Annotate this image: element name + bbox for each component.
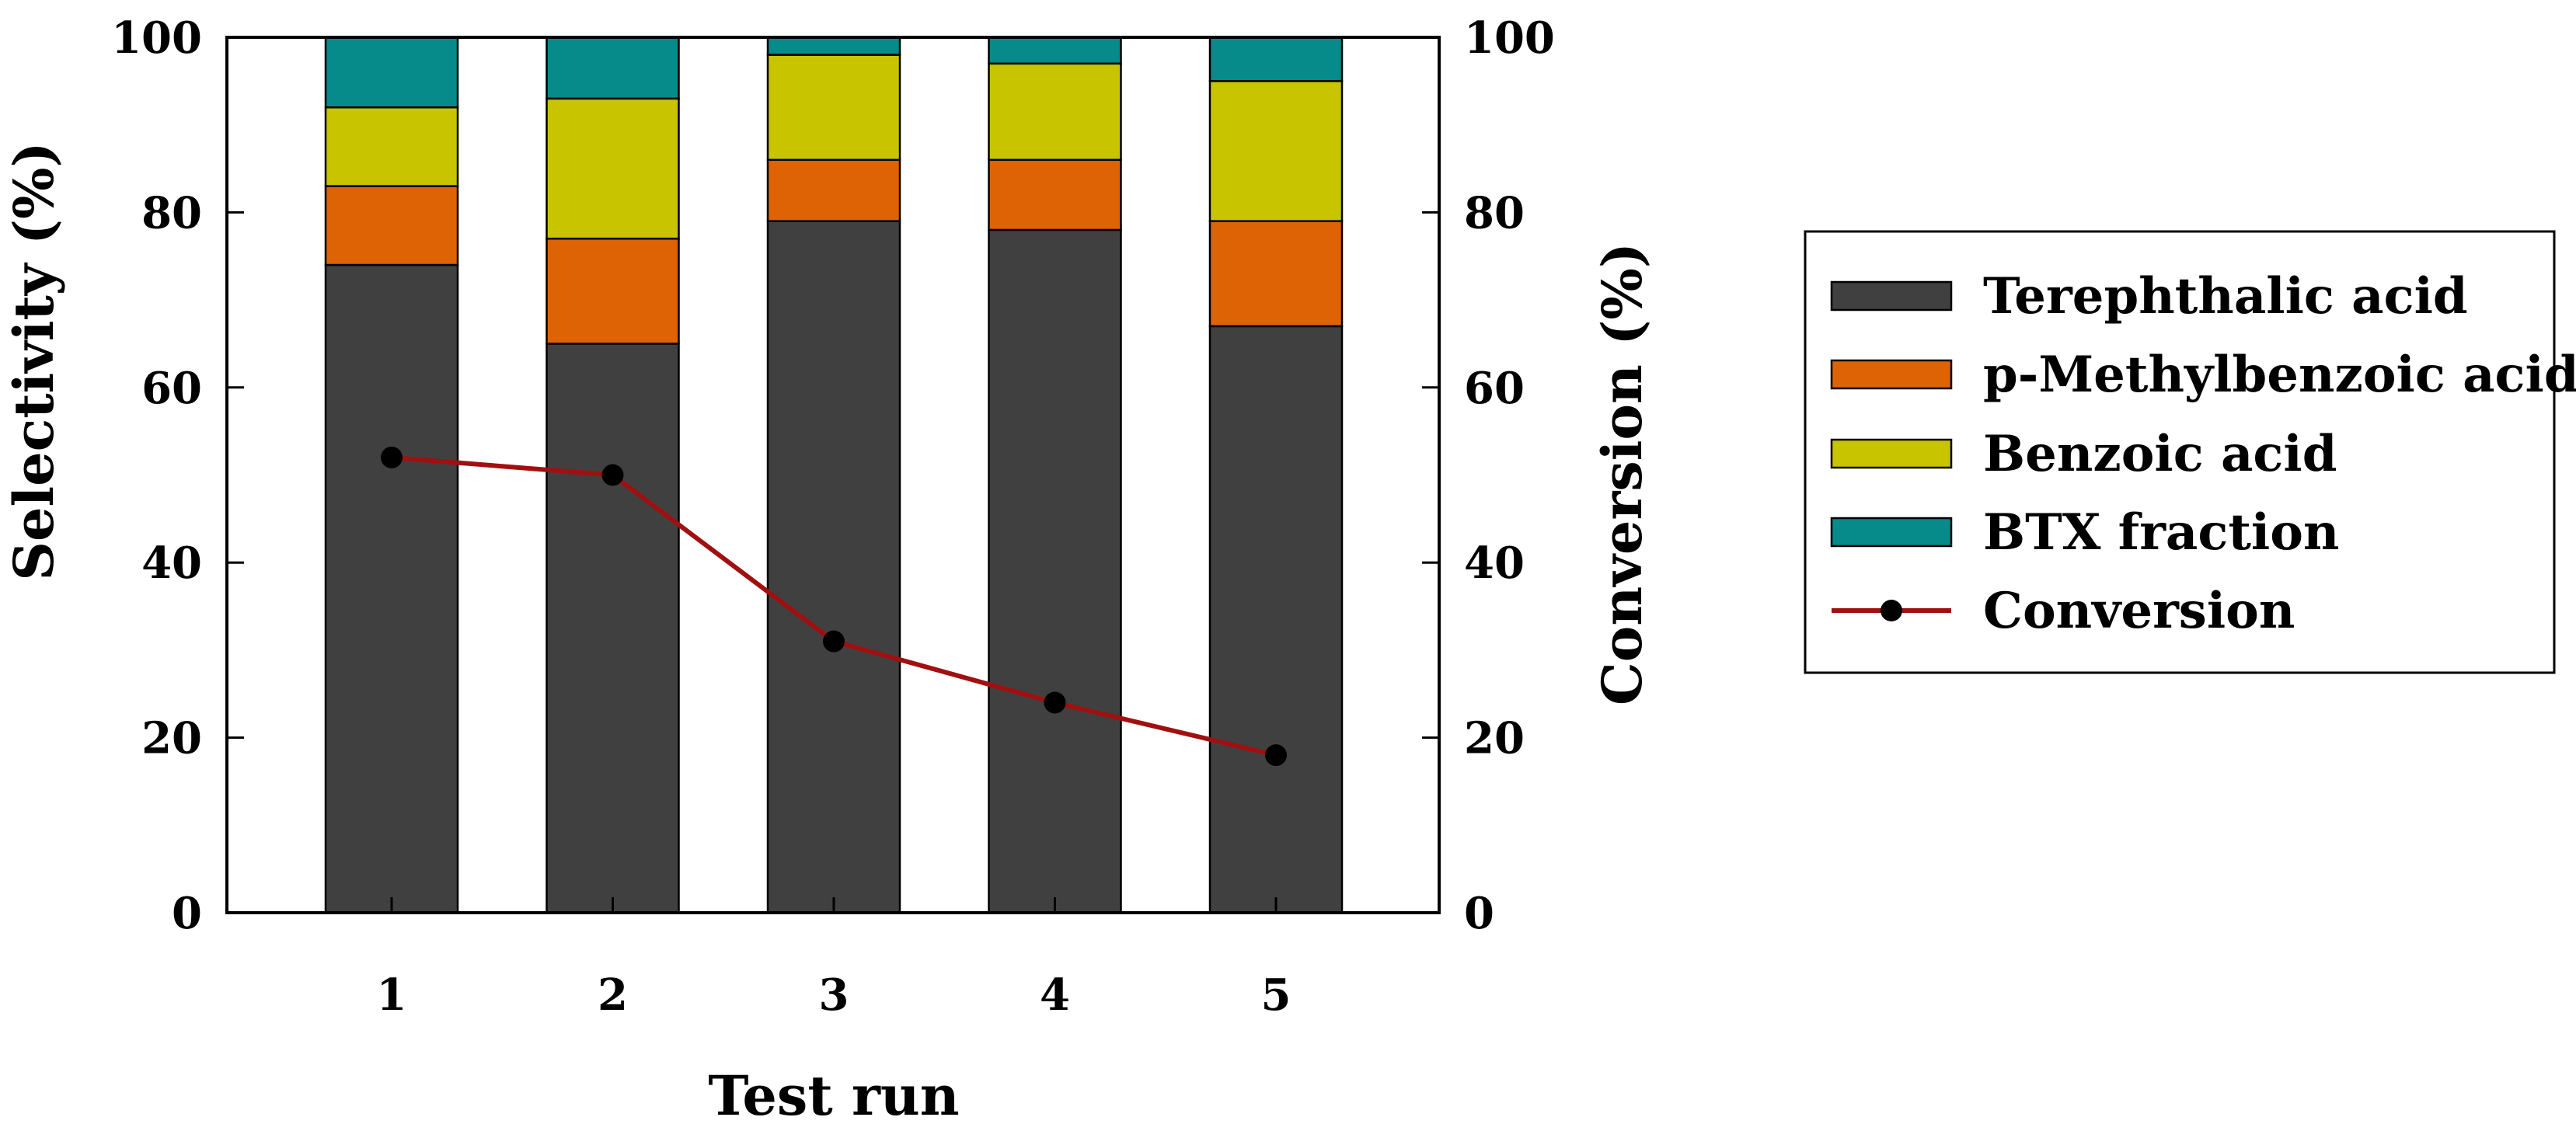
bar-segment-p-methylbenzoic-acid-run-3 [766, 158, 901, 222]
conversion-point-run-4 [1044, 691, 1066, 714]
y-tick-label: 100 [111, 12, 202, 64]
y2-tick-label: 20 [1464, 713, 1525, 764]
y2-tick-label: 0 [1464, 888, 1494, 939]
x-tick-label: 4 [1040, 969, 1070, 1021]
x-tick-label: 5 [1261, 969, 1291, 1021]
y2-axis-title: Conversion (%) [1590, 242, 1654, 705]
bars-layer [324, 36, 1344, 914]
x-axis-title: Test run [708, 1063, 959, 1128]
bar-segment-terephthalic-acid-run-3 [766, 220, 901, 914]
legend-label-conversion: Conversion [1983, 582, 2295, 640]
legend-label-terephthalic-acid: Terephthalic acid [1983, 267, 2468, 325]
bar-segment-p-methylbenzoic-acid-run-4 [988, 158, 1122, 231]
conversion-point-run-3 [823, 630, 845, 653]
legend-swatch-p-methylbenzoic-acid [1830, 359, 1953, 390]
bar-segment-terephthalic-acid-run-2 [546, 343, 680, 914]
bar-segment-btx-fraction-run-3 [766, 36, 901, 56]
bar-segment-btx-fraction-run-2 [546, 36, 680, 100]
bar-segment-terephthalic-acid-run-5 [1208, 325, 1344, 914]
bar-segment-btx-fraction-run-5 [1208, 36, 1344, 82]
legend-swatch-conversion-marker [1881, 600, 1902, 621]
y2-tick-label: 60 [1464, 363, 1525, 414]
conversion-line-layer [381, 446, 1287, 767]
legend-swatch-terephthalic-acid [1830, 280, 1953, 311]
bar-segment-benzoic-acid-run-2 [546, 97, 680, 240]
bar-segment-terephthalic-acid-run-1 [324, 263, 459, 914]
bar-segment-p-methylbenzoic-acid-run-1 [324, 185, 459, 266]
y2-tick-label: 80 [1464, 187, 1525, 238]
y2-tick-label: 40 [1464, 538, 1525, 589]
x-tick-label: 3 [819, 969, 849, 1021]
y2-tick-label: 100 [1464, 12, 1555, 64]
y-tick-label: 0 [172, 888, 202, 939]
bar-segment-btx-fraction-run-4 [988, 36, 1122, 65]
y-axis-title: Selectivity (%) [2, 141, 66, 580]
bar-segment-benzoic-acid-run-4 [988, 62, 1122, 162]
bar-segment-p-methylbenzoic-acid-run-2 [546, 237, 680, 345]
bar-segment-benzoic-acid-run-1 [324, 106, 459, 187]
legend-label-p-methylbenzoic-acid: p-Methylbenzoic acid [1983, 346, 2576, 404]
y-tick-label: 40 [141, 538, 202, 589]
bar-segment-terephthalic-acid-run-4 [988, 228, 1122, 914]
legend-swatch-btx-fraction [1830, 517, 1953, 548]
legend-swatch-benzoic-acid [1830, 438, 1953, 469]
legend: Terephthalic acid p-Methylbenzoic acid Ben… [1804, 230, 2576, 674]
legend-label-btx-fraction: BTX fraction [1983, 503, 2339, 562]
conversion-point-run-2 [601, 464, 624, 486]
bar-segment-p-methylbenzoic-acid-run-5 [1208, 220, 1344, 328]
conversion-point-run-1 [381, 446, 403, 468]
y-tick-label: 60 [141, 363, 202, 414]
legend-label-benzoic-acid: Benzoic acid [1983, 425, 2337, 483]
bar-segment-benzoic-acid-run-3 [766, 54, 901, 162]
axes-layer: 0 20 40 60 80 100 0 20 40 60 80 100 1 2 3 4 5 [111, 12, 1555, 1021]
bar-segment-btx-fraction-run-1 [324, 36, 459, 109]
x-tick-label: 1 [377, 969, 407, 1021]
y-tick-label: 20 [141, 713, 202, 764]
y-tick-label: 80 [141, 187, 202, 238]
x-tick-label: 2 [598, 969, 628, 1021]
bar-segment-benzoic-acid-run-5 [1208, 80, 1344, 222]
conversion-point-run-5 [1265, 744, 1287, 767]
